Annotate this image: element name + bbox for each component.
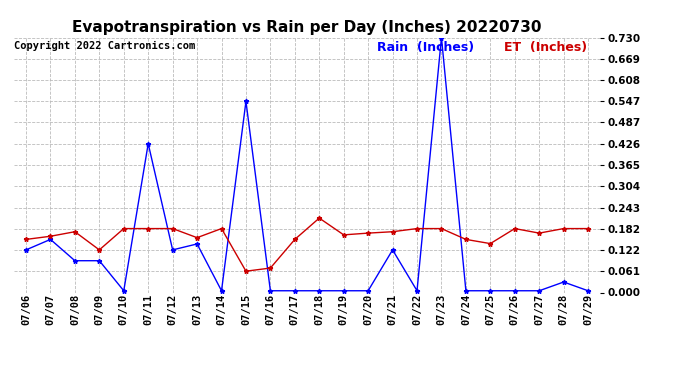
Rain  (Inches) xyxy=(144,141,152,146)
Rain  (Inches) xyxy=(364,288,373,293)
ET  (Inches) xyxy=(290,237,299,242)
ET  (Inches) xyxy=(22,237,30,242)
ET  (Inches) xyxy=(388,230,397,234)
Text: Copyright 2022 Cartronics.com: Copyright 2022 Cartronics.com xyxy=(14,41,196,51)
Rain  (Inches) xyxy=(22,248,30,252)
ET  (Inches) xyxy=(241,269,250,273)
ET  (Inches) xyxy=(339,232,348,237)
ET  (Inches) xyxy=(266,266,275,270)
ET  (Inches) xyxy=(535,231,543,236)
ET  (Inches) xyxy=(144,226,152,231)
Rain  (Inches) xyxy=(584,288,592,293)
Rain  (Inches) xyxy=(437,35,446,40)
Rain  (Inches) xyxy=(168,248,177,252)
Rain  (Inches) xyxy=(119,288,128,293)
Text: ET  (Inches): ET (Inches) xyxy=(504,41,586,54)
Rain  (Inches) xyxy=(413,288,421,293)
Rain  (Inches) xyxy=(339,288,348,293)
Line: Rain  (Inches): Rain (Inches) xyxy=(23,35,591,293)
Rain  (Inches) xyxy=(46,237,55,242)
Line: ET  (Inches): ET (Inches) xyxy=(23,216,591,274)
Rain  (Inches) xyxy=(95,258,104,263)
ET  (Inches) xyxy=(193,236,201,240)
ET  (Inches) xyxy=(413,226,421,231)
ET  (Inches) xyxy=(315,216,324,220)
ET  (Inches) xyxy=(168,226,177,231)
Rain  (Inches) xyxy=(486,288,495,293)
ET  (Inches) xyxy=(486,242,495,246)
Rain  (Inches) xyxy=(266,288,275,293)
Rain  (Inches) xyxy=(315,288,324,293)
Rain  (Inches) xyxy=(535,288,543,293)
ET  (Inches) xyxy=(584,226,592,231)
Rain  (Inches) xyxy=(71,258,79,263)
ET  (Inches) xyxy=(46,234,55,238)
ET  (Inches) xyxy=(364,231,373,236)
Rain  (Inches) xyxy=(388,248,397,252)
ET  (Inches) xyxy=(437,226,446,231)
ET  (Inches) xyxy=(560,226,568,231)
ET  (Inches) xyxy=(217,226,226,231)
Rain  (Inches) xyxy=(560,280,568,284)
ET  (Inches) xyxy=(462,237,470,242)
Rain  (Inches) xyxy=(462,288,470,293)
Rain  (Inches) xyxy=(193,242,201,246)
Rain  (Inches) xyxy=(290,288,299,293)
Rain  (Inches) xyxy=(241,99,250,104)
ET  (Inches) xyxy=(71,230,79,234)
Rain  (Inches) xyxy=(511,288,519,293)
ET  (Inches) xyxy=(119,226,128,231)
ET  (Inches) xyxy=(511,226,519,231)
ET  (Inches) xyxy=(95,248,104,252)
Rain  (Inches) xyxy=(217,288,226,293)
Title: Evapotranspiration vs Rain per Day (Inches) 20220730: Evapotranspiration vs Rain per Day (Inch… xyxy=(72,20,542,35)
Text: Rain  (Inches): Rain (Inches) xyxy=(377,41,475,54)
